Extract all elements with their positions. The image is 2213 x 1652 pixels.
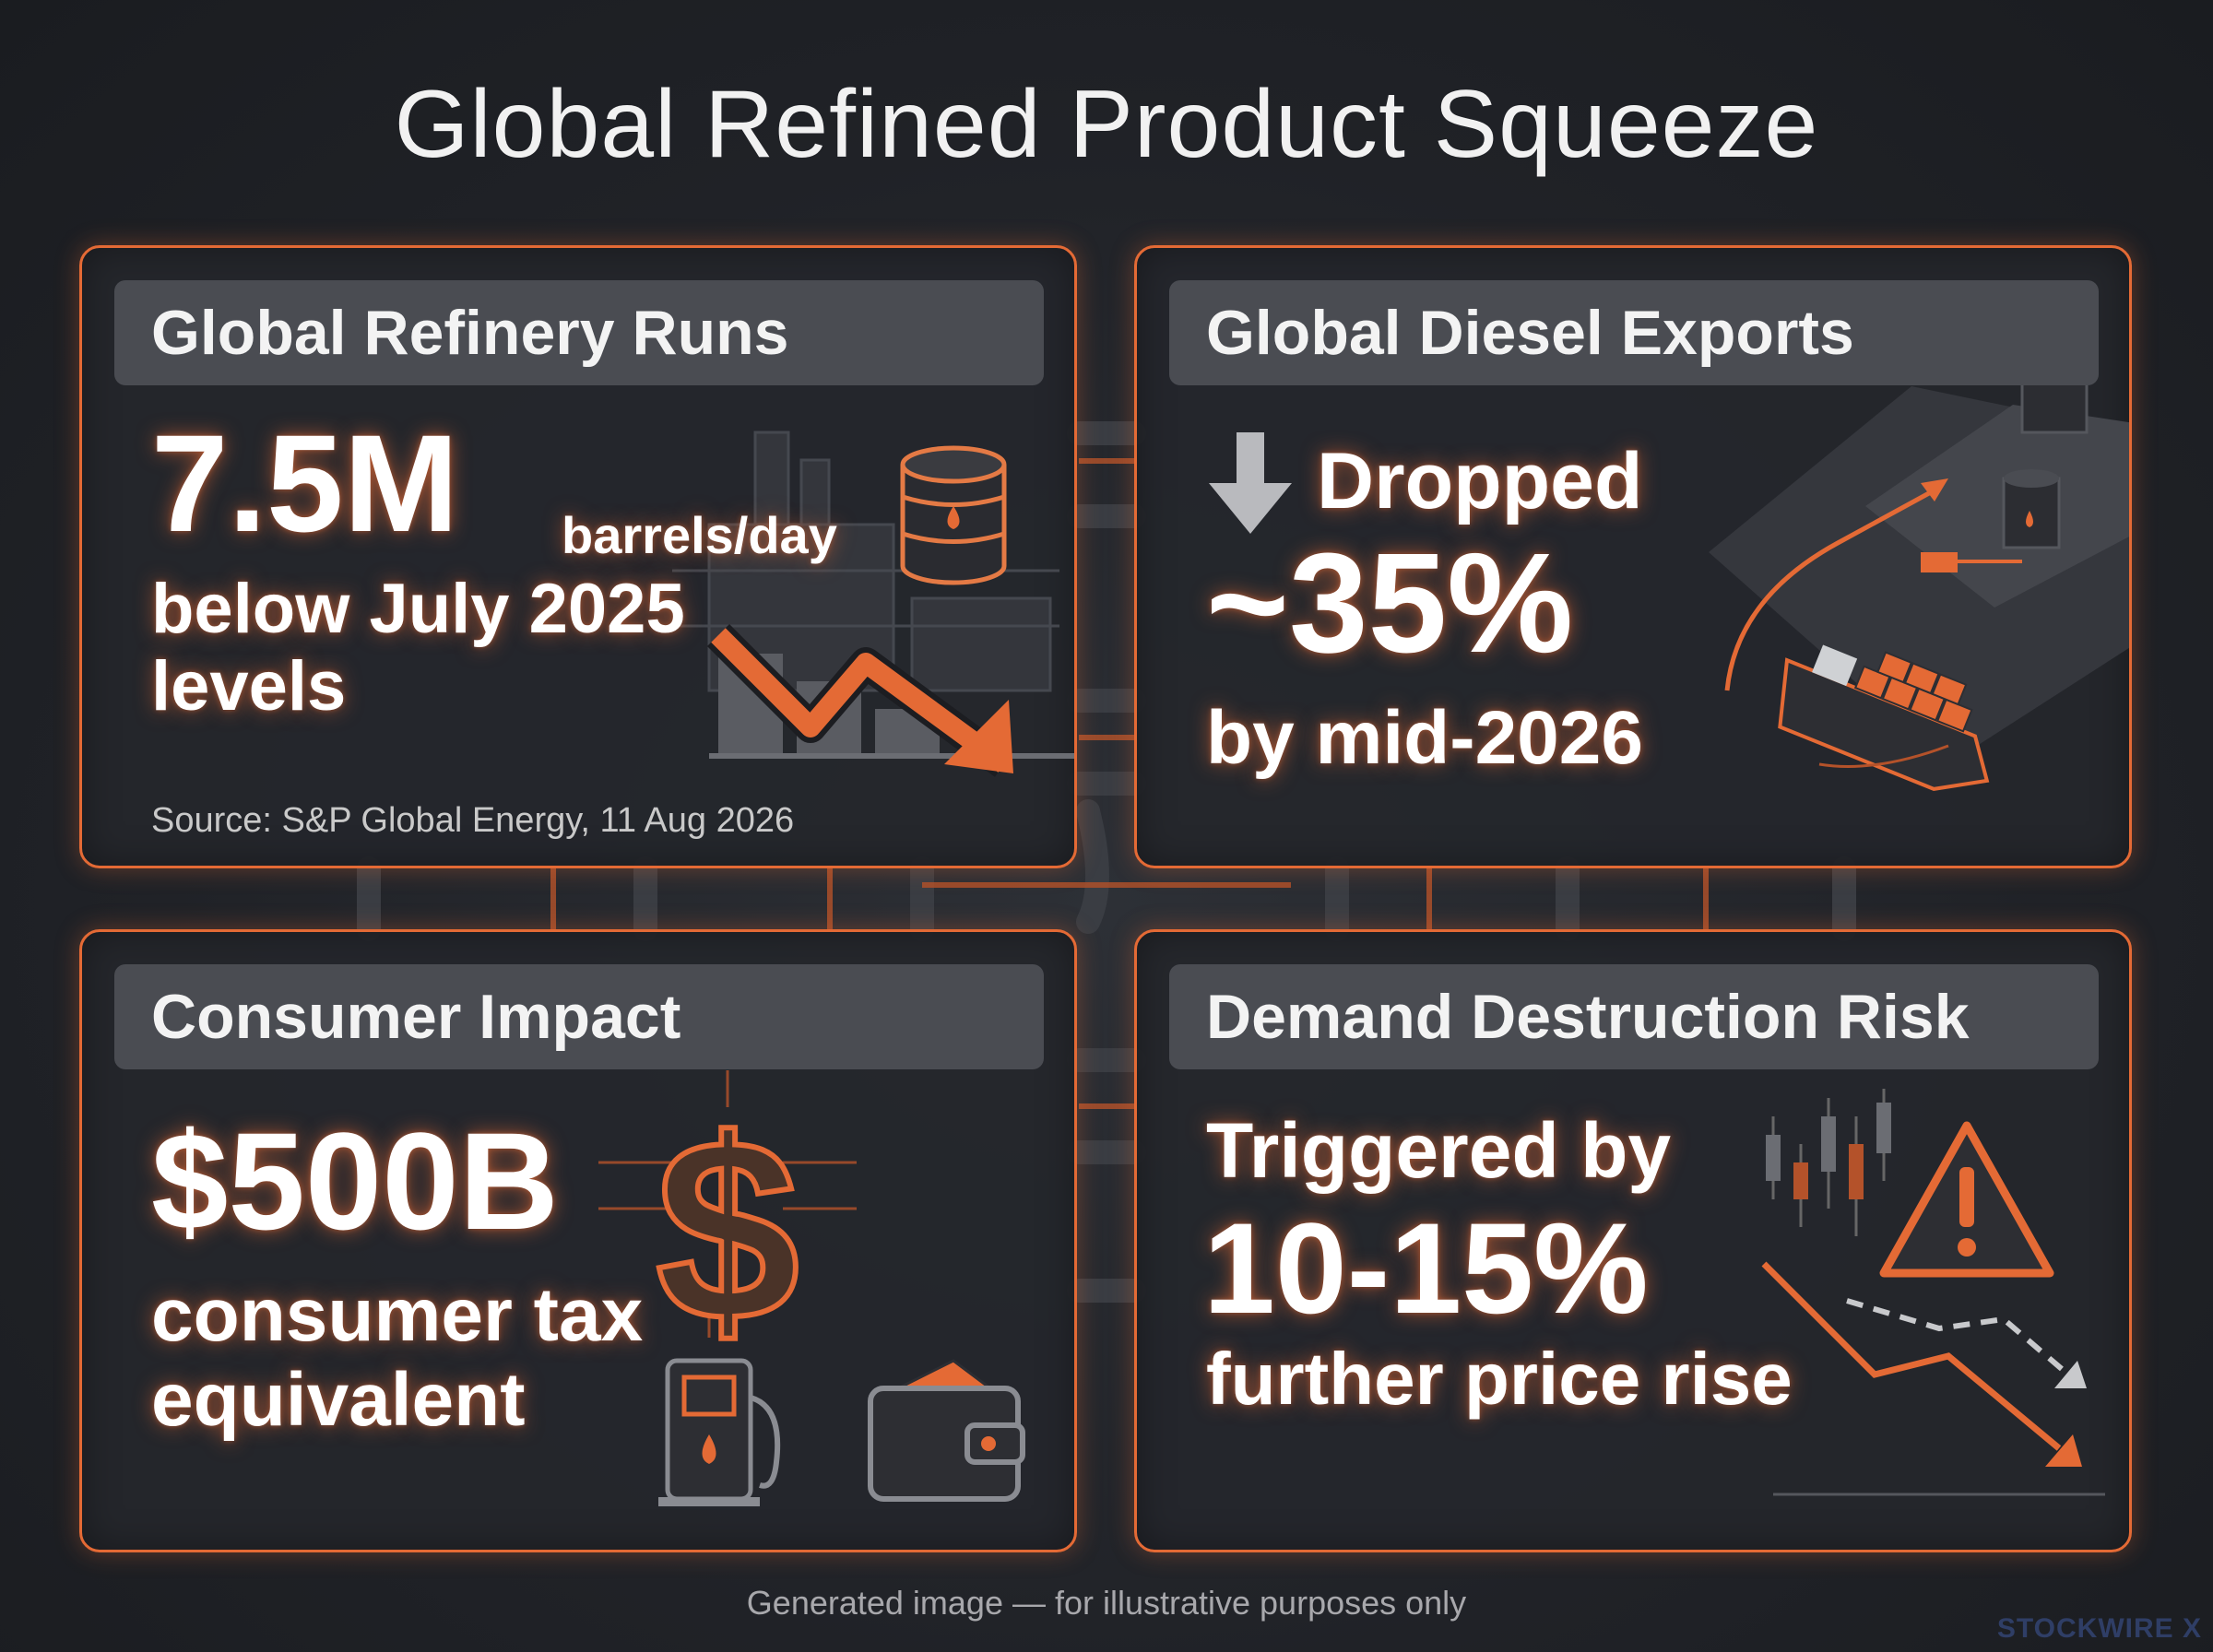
- diesel-exports-header: Global Diesel Exports: [1169, 280, 2099, 385]
- tanker-illustration: [1709, 348, 2129, 791]
- storage-tank-icon: [1709, 348, 2129, 764]
- diesel-value: ~35%: [1206, 524, 1574, 682]
- down-arrow-icon: [1209, 432, 1292, 534]
- refinery-runs-header: Global Refinery Runs: [114, 280, 1044, 385]
- demand-value: 10-15%: [1203, 1196, 1649, 1340]
- diesel-exports-panel: Global Diesel Exports Dropped ~35% by mi…: [1134, 245, 2132, 868]
- demand-destruction-panel: Demand Destruction Risk Triggered by 10-…: [1134, 929, 2132, 1552]
- dollar-sign-icon: $: [656, 1087, 799, 1375]
- down-trend-arrow-icon: [1761, 1261, 2082, 1467]
- source-citation: Source: S&P Global Energy, 11 Aug 2026: [151, 801, 795, 840]
- down-trend-arrow-icon: [706, 623, 1014, 777]
- refinery-subtext-line2: levels: [151, 647, 347, 726]
- consumer-subtext-line1: consumer tax: [151, 1273, 644, 1357]
- refinery-unit: barrels/day: [562, 506, 837, 564]
- fuel-pump-icon: [658, 1358, 781, 1506]
- wallet-icon: [868, 1359, 1025, 1502]
- consumer-impact-header: Consumer Impact: [114, 964, 1044, 1069]
- warning-triangle-icon: [1879, 1121, 2054, 1278]
- refinery-runs-panel: Global Refinery Runs 7.5M barrels/day be…: [79, 245, 1077, 868]
- watermark-logo: STOCKWIRE X: [1996, 1613, 2202, 1644]
- consumer-illustration: $: [598, 1070, 1025, 1506]
- risk-illustration: [1761, 1089, 2105, 1496]
- tanker-ship-icon: [1778, 644, 1990, 791]
- diesel-label: Dropped: [1317, 437, 1643, 525]
- refinery-subtext-line1: below July 2025: [151, 570, 685, 648]
- diesel-subtext: by mid-2026: [1206, 696, 1643, 780]
- oil-barrel-icon: [900, 445, 1007, 585]
- consumer-subtext-line2: equivalent: [151, 1358, 526, 1442]
- footer-disclaimer: Generated image — for illustrative purpo…: [746, 1584, 1467, 1622]
- page-title: Global Refined Product Squeeze: [394, 71, 1819, 178]
- candlestick-chart-icon: [1766, 1089, 1891, 1236]
- demand-destruction-header: Demand Destruction Risk: [1169, 964, 2099, 1069]
- demand-subtext: further price rise: [1206, 1338, 1793, 1420]
- consumer-impact-panel: $ Consumer Impact $500B consumer tax equ…: [79, 929, 1077, 1552]
- demand-label: Triggered by: [1206, 1107, 1672, 1194]
- refinery-value: 7.5M: [151, 406, 459, 560]
- refinery-illustration: [672, 431, 1074, 777]
- consumer-value: $500B: [151, 1103, 560, 1258]
